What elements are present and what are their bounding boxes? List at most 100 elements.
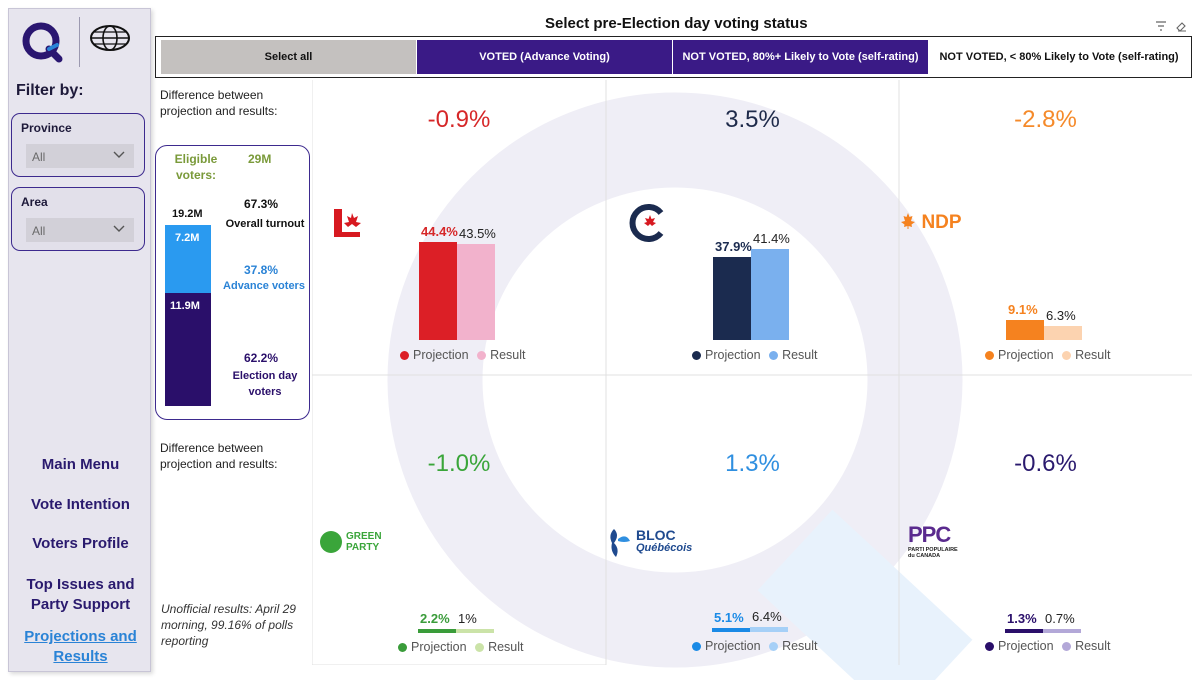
- result-legend-label: Result: [1075, 348, 1111, 362]
- bloc-logo-line1: BLOC: [636, 527, 676, 543]
- ndp-logo-text: NDP: [921, 212, 962, 233]
- chart-legend: Projection Result: [400, 348, 531, 362]
- advance-label: Advance voters: [223, 280, 305, 292]
- difference-value: 1.3%: [725, 450, 780, 477]
- result-bar[interactable]: [1044, 326, 1082, 340]
- chart-legend: Projection Result: [692, 639, 823, 653]
- panel-conservative: 3.5% 37.9% 41.4% Projection Result: [606, 80, 899, 375]
- voting-status-slicer: Select all VOTED (Advance Voting) NOT VO…: [155, 36, 1192, 78]
- projection-result-chart: 5.1% 6.4%: [712, 592, 792, 632]
- election-day-value: 11.9M: [170, 300, 200, 312]
- turnout-card: Eligible voters: 29M 19.2M 67.3% Overall…: [155, 145, 310, 420]
- advance-pct: 37.8%: [244, 263, 279, 277]
- nav-main-menu[interactable]: Main Menu: [41, 456, 120, 473]
- eraser-icon[interactable]: [1175, 20, 1187, 32]
- projection-label: 9.1%: [1008, 301, 1038, 317]
- result-legend-dot: [475, 643, 485, 652]
- panel-liberal: -0.9% 44.4% 43.5% Projection Result: [312, 80, 606, 375]
- panel-ppc: -0.6% PPC PARTI POPULAIRE du CANADA 1.3%…: [899, 375, 1192, 665]
- projection-legend-dot: [400, 351, 409, 360]
- projection-bar[interactable]: [713, 256, 751, 340]
- chart-legend: Projection Result: [398, 640, 529, 654]
- result-legend-label: Result: [488, 640, 524, 654]
- page-title: Select pre-Election day voting status: [545, 15, 808, 32]
- chevron-down-icon: [113, 151, 125, 158]
- projection-bar[interactable]: [1005, 629, 1043, 633]
- slicer-select-all[interactable]: Select all: [161, 40, 416, 74]
- filter-title: Filter by:: [16, 82, 84, 99]
- projection-bar[interactable]: [419, 242, 457, 340]
- result-legend-dot: [477, 351, 487, 360]
- province-select[interactable]: All: [26, 144, 134, 168]
- result-legend-label: Result: [782, 348, 818, 362]
- result-label: 43.5%: [459, 226, 496, 242]
- panel-green: -1.0% GREEN PARTY 2.2% 1% Projection Resu…: [312, 375, 606, 665]
- sidebar: Filter by: Province All Area All Main Me…: [8, 8, 151, 672]
- projection-legend-dot: [692, 642, 701, 651]
- projection-result-chart: 9.1% 6.3%: [999, 210, 1099, 340]
- projection-result-chart: 44.4% 43.5%: [412, 210, 512, 340]
- nav-top-issues[interactable]: Top Issues and Party Support: [26, 576, 135, 613]
- total-voters-value: 19.2M: [172, 208, 203, 220]
- diff-label-bottom: Difference between projection and result…: [160, 441, 278, 471]
- projection-legend-dot: [692, 351, 701, 360]
- slicer-not-voted-likely[interactable]: NOT VOTED, 80%+ Likely to Vote (self-rat…: [673, 40, 928, 74]
- result-legend-dot: [769, 642, 779, 651]
- globe-icon[interactable]: [89, 23, 131, 53]
- filter-icon[interactable]: [1155, 20, 1167, 32]
- chart-legend: Projection Result: [692, 348, 823, 362]
- overall-turnout-label: Overall turnout: [225, 218, 305, 230]
- projection-label: 1.3%: [1007, 611, 1037, 626]
- result-bar[interactable]: [751, 248, 789, 340]
- result-bar[interactable]: [750, 626, 788, 632]
- result-bar[interactable]: [457, 244, 495, 340]
- projection-bar[interactable]: [1006, 319, 1044, 340]
- green-logo-line1: GREEN: [346, 531, 382, 542]
- projection-legend-dot: [985, 642, 994, 651]
- election-day-pct: 62.2%: [244, 351, 279, 365]
- result-label: 6.4%: [752, 608, 782, 624]
- projection-legend-label: Projection: [705, 639, 761, 653]
- difference-value: -1.0%: [427, 450, 491, 477]
- nav-voters-profile[interactable]: Voters Profile: [32, 535, 129, 552]
- conservative-logo-icon: [629, 204, 664, 242]
- province-filter: Province All: [11, 113, 145, 177]
- ppc-logo-sub1: PARTI POPULAIRE: [908, 547, 958, 553]
- projection-legend-label: Projection: [411, 640, 467, 654]
- panel-grid-lines: [312, 80, 1192, 665]
- difference-value: -0.9%: [427, 106, 491, 133]
- result-bar[interactable]: [1043, 629, 1081, 633]
- projection-result-chart: 2.2% 1%: [418, 595, 498, 633]
- result-legend-label: Result: [782, 639, 818, 653]
- green-logo-line2: PARTY: [346, 542, 380, 553]
- chart-legend: Projection Result: [985, 639, 1116, 653]
- area-select[interactable]: All: [26, 218, 134, 242]
- projection-legend-dot: [985, 351, 994, 360]
- chevron-down-icon: [113, 225, 125, 232]
- election-day-label: Election day voters: [232, 370, 298, 398]
- unofficial-note: Unofficial results: April 29 morning, 99…: [161, 602, 296, 648]
- ppc-logo-sub2: du CANADA: [908, 553, 941, 559]
- result-legend-label: Result: [1075, 639, 1111, 653]
- ppc-logo-main: PPC: [908, 522, 951, 547]
- projection-legend-label: Projection: [705, 348, 761, 362]
- logo-divider: [79, 17, 80, 67]
- result-label: 1%: [458, 611, 477, 626]
- province-filter-label: Province: [21, 121, 72, 135]
- fleur-de-lis-icon: [610, 529, 630, 557]
- eligible-value: 29M: [248, 152, 272, 166]
- liberal-logo-icon: [334, 209, 361, 237]
- projection-bar[interactable]: [712, 627, 750, 632]
- slicer-voted-advance[interactable]: VOTED (Advance Voting): [417, 40, 672, 74]
- slicer-not-voted-unlikely[interactable]: NOT VOTED, < 80% Likely to Vote (self-ra…: [930, 40, 1188, 74]
- nav-projections-results[interactable]: Projections and Results: [24, 628, 137, 665]
- projection-result-chart: 37.9% 41.4%: [706, 210, 806, 340]
- projection-label: 2.2%: [420, 611, 450, 626]
- projection-legend-dot: [398, 643, 407, 652]
- nav-vote-intention[interactable]: Vote Intention: [31, 496, 130, 513]
- projection-bar[interactable]: [418, 629, 456, 633]
- projection-label: 44.4%: [421, 224, 458, 240]
- q-logo-icon[interactable]: [19, 19, 65, 65]
- projection-legend-label: Projection: [998, 639, 1054, 653]
- result-bar[interactable]: [456, 629, 494, 633]
